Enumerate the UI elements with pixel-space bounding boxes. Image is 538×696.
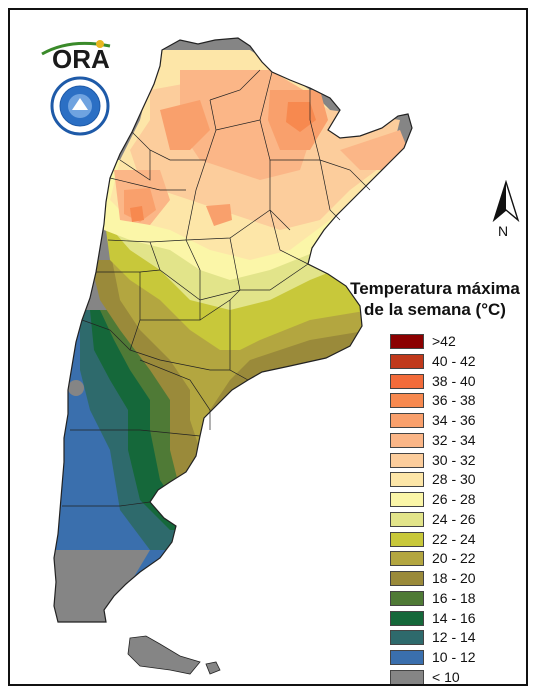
legend-label: 18 - 20 <box>432 570 476 586</box>
legend-swatch <box>390 413 424 428</box>
legend-label: 34 - 36 <box>432 412 476 428</box>
legend-swatch <box>390 492 424 507</box>
legend-item: 36 - 38 <box>350 391 526 411</box>
legend-label: 14 - 16 <box>432 609 476 626</box>
legend-swatch <box>390 610 424 626</box>
temperature-map <box>53 37 413 675</box>
legend-item: 14 - 16 <box>350 609 526 629</box>
legend-item: 12 - 14 <box>350 628 526 648</box>
legend-swatch <box>390 551 424 567</box>
legend-swatch <box>390 452 424 468</box>
legend-swatch <box>390 571 424 586</box>
legend-swatch <box>390 669 424 684</box>
legend-label: 28 - 30 <box>432 471 476 488</box>
legend-item: < 10 <box>350 668 526 685</box>
province-boundaries <box>53 37 413 623</box>
legend-label: 10 - 12 <box>432 649 476 665</box>
legend-title-line2: de la semana (°C) <box>364 300 506 319</box>
legend-item: 20 - 22 <box>350 549 526 569</box>
legend-title-line1: Temperatura máxima <box>350 279 520 298</box>
legend-swatch <box>390 432 424 448</box>
legend-swatch <box>390 590 424 606</box>
legend-label: 38 - 40 <box>432 372 476 389</box>
legend-swatch <box>390 393 424 409</box>
legend-label: 26 - 28 <box>432 491 476 507</box>
smn-seal-icon <box>50 76 110 136</box>
legend-item: 10 - 12 <box>350 648 526 668</box>
legend-swatch <box>390 472 424 488</box>
legend-item: >42 <box>350 332 526 352</box>
legend-label: 24 - 26 <box>432 510 476 527</box>
legend-label: 12 - 14 <box>432 629 476 646</box>
legend-swatch <box>390 353 424 369</box>
smn-seal <box>50 76 110 136</box>
legend-item: 18 - 20 <box>350 569 526 589</box>
legend-item: 26 - 28 <box>350 490 526 510</box>
ora-logo-text: ORA <box>52 44 110 72</box>
legend-swatch <box>390 373 424 389</box>
legend-label: 22 - 24 <box>432 530 476 547</box>
legend-label: 30 - 32 <box>432 451 476 468</box>
legend-swatch <box>390 630 424 646</box>
north-arrow <box>488 179 524 242</box>
legend-item: 38 - 40 <box>350 372 526 392</box>
legend-items: >42 40 - 42 38 - 40 36 - 38 34 - 36 32 - 34 30… <box>350 332 526 685</box>
legend-label: 36 - 38 <box>432 392 476 409</box>
map-frame: ORA N Temperatura máxima de la semana (°… <box>8 8 528 686</box>
legend-item: 22 - 24 <box>350 530 526 550</box>
ora-logo: ORA <box>40 36 120 74</box>
north-arrow-label: N <box>498 223 509 239</box>
legend-label: < 10 <box>432 668 460 685</box>
legend-item: 16 - 18 <box>350 589 526 609</box>
tierra-del-fuego <box>127 635 221 675</box>
legend-item: 34 - 36 <box>350 411 526 431</box>
legend-item: 24 - 26 <box>350 510 526 530</box>
legend-swatch <box>390 650 424 665</box>
legend-label: 16 - 18 <box>432 589 476 606</box>
legend-item: 32 - 34 <box>350 431 526 451</box>
legend-item: 30 - 32 <box>350 451 526 471</box>
legend-item: 28 - 30 <box>350 470 526 490</box>
legend-item: 40 - 42 <box>350 352 526 372</box>
legend-swatch <box>390 531 424 547</box>
north-arrow-icon <box>492 179 520 223</box>
legend-title: Temperatura máxima de la semana (°C) <box>350 278 520 320</box>
legend-swatch <box>390 334 424 349</box>
legend: Temperatura máxima de la semana (°C) >42… <box>350 278 526 685</box>
legend-label: 32 - 34 <box>432 431 476 448</box>
legend-label: >42 <box>432 333 456 349</box>
legend-label: 40 - 42 <box>432 352 476 369</box>
legend-label: 20 - 22 <box>432 550 476 567</box>
ora-logo-icon: ORA <box>41 40 111 74</box>
legend-swatch <box>390 511 424 527</box>
